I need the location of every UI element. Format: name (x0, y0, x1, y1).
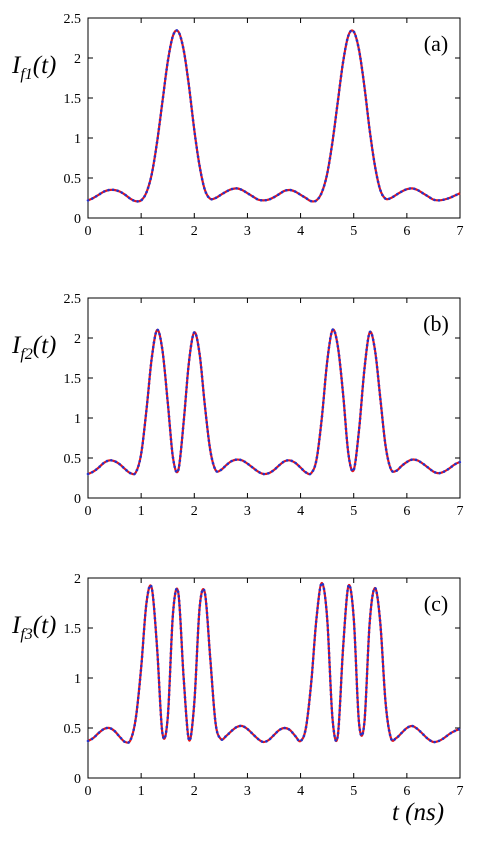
y-tick-label: 0.5 (64, 722, 82, 737)
panel: 0 0.5 1 1.5 2 2.5 0 1 2 3 4 5 6 7 If1(t) (a) (11, 12, 464, 239)
x-tick-label: 2 (191, 504, 198, 519)
y-label-rest: (t) (33, 612, 57, 639)
panel: 0 0.5 1 1.5 2 2.5 0 1 2 3 4 5 6 7 If2(t) (b) (11, 292, 464, 519)
x-tick-label: 1 (138, 224, 145, 239)
x-tick-label: 2 (191, 784, 198, 799)
panel-annotation: (a) (424, 31, 448, 56)
x-tick-label: 0 (85, 784, 92, 799)
y-tick-label: 1 (74, 672, 81, 687)
x-tick-label: 2 (191, 224, 198, 239)
y-tick-label: 2 (74, 572, 81, 587)
x-tick-label: 3 (244, 504, 251, 519)
y-axis-label: If2(t) (11, 332, 56, 363)
y-label-rest: (t) (33, 52, 57, 79)
y-label-rest: (t) (33, 332, 57, 359)
y-label-sub: f3 (20, 626, 32, 643)
y-tick-label: 2 (74, 52, 81, 67)
y-tick-label: 1.5 (64, 92, 82, 107)
series-line (87, 581, 461, 744)
y-tick-label: 2 (74, 332, 81, 347)
plot-frame (87, 297, 461, 499)
y-tick-label: 2.5 (64, 292, 82, 307)
x-tick-label: 7 (457, 224, 464, 239)
series-line (86, 29, 462, 203)
series-line (86, 328, 462, 476)
x-tick-label: 5 (350, 784, 357, 799)
x-tick-label: 0 (85, 224, 92, 239)
x-tick-label: 5 (350, 504, 357, 519)
x-tick-label: 6 (403, 504, 410, 519)
panel-annotation: (c) (424, 591, 448, 616)
y-tick-label: 0.5 (64, 172, 82, 187)
x-tick-label: 7 (457, 504, 464, 519)
x-tick-label: 6 (403, 784, 410, 799)
x-tick-label: 6 (403, 224, 410, 239)
x-tick-label: 0 (85, 504, 92, 519)
y-tick-label: 0 (74, 492, 81, 507)
plot-frame (87, 577, 461, 779)
y-tick-label: 0 (74, 212, 81, 227)
x-tick-label: 7 (457, 784, 464, 799)
x-tick-label: 3 (244, 784, 251, 799)
panel: 0 0.5 1 1.5 2 0 1 2 3 4 5 6 7 If3(t) (c) t (ns) (11, 572, 464, 826)
x-axis-label: t (ns) (392, 799, 444, 826)
series-line (87, 328, 461, 476)
y-tick-label: 1 (74, 132, 81, 147)
y-axis-label: If3(t) (11, 612, 56, 643)
y-label-main: I (11, 332, 22, 359)
y-tick-label: 2.5 (64, 12, 82, 27)
x-tick-label: 5 (350, 224, 357, 239)
x-tick-label: 1 (138, 504, 145, 519)
y-label-main: I (11, 52, 22, 79)
y-tick-label: 1 (74, 412, 81, 427)
y-tick-label: 0 (74, 772, 81, 787)
panel-annotation: (b) (423, 311, 449, 336)
series-line (87, 29, 461, 203)
y-tick-label: 0.5 (64, 452, 82, 467)
series-line (86, 581, 462, 744)
y-axis-label: If1(t) (11, 52, 56, 83)
y-tick-label: 1.5 (64, 372, 82, 387)
y-label-main: I (11, 612, 22, 639)
plot-frame (87, 17, 461, 219)
x-tick-label: 1 (138, 784, 145, 799)
x-tick-label: 3 (244, 224, 251, 239)
y-tick-label: 1.5 (64, 622, 82, 637)
x-tick-label: 4 (297, 224, 304, 239)
x-tick-label: 4 (297, 784, 304, 799)
x-tick-label: 4 (297, 504, 304, 519)
y-label-sub: f2 (20, 346, 32, 363)
y-label-sub: f1 (20, 66, 32, 83)
